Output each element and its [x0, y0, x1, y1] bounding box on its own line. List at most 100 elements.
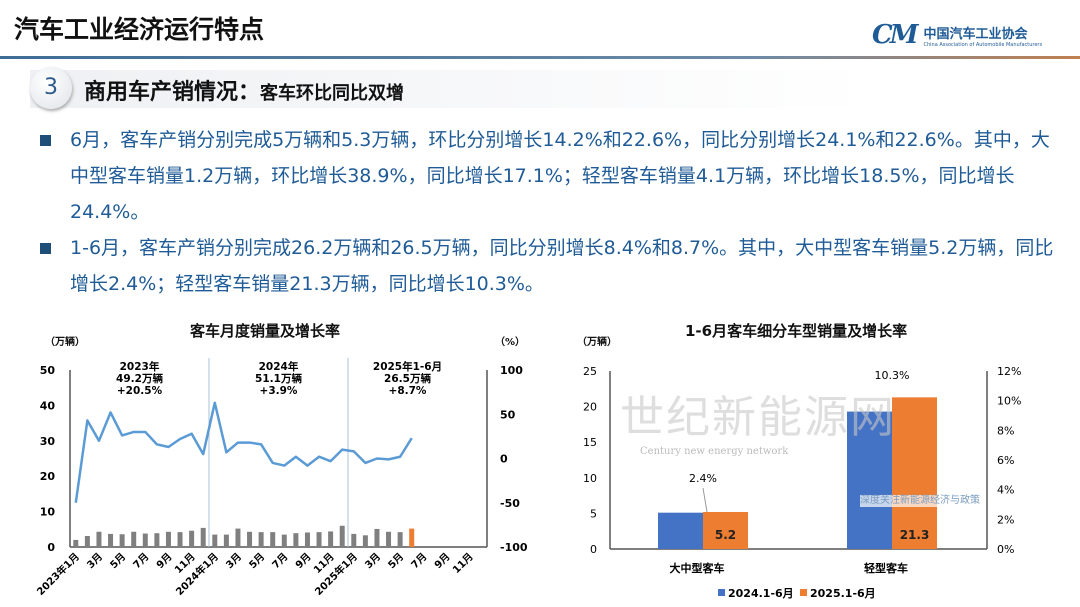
legend-label: 2024.1-6月	[728, 587, 794, 600]
y-tick-left: 10	[583, 472, 597, 485]
year-annotation: 26.5万辆	[384, 372, 431, 385]
y-tick-left: 40	[40, 399, 56, 412]
sales-bar	[328, 531, 334, 547]
section-number: 3	[30, 67, 72, 109]
bullet-item: 1-6月，客车产销分别完成26.2万辆和26.5万辆，同比分别增长8.4%和8.…	[40, 230, 1060, 302]
sales-bar	[119, 534, 125, 547]
caam-logo: CM 中国汽车工业协会 China Association of Automob…	[872, 20, 1042, 50]
y-tick-left: 15	[583, 436, 597, 449]
sales-bar	[235, 528, 241, 547]
year-annotation: 2023年	[120, 360, 160, 373]
sales-bar	[200, 527, 206, 547]
sales-bar	[96, 531, 102, 547]
sales-bar	[154, 533, 160, 547]
category-label: 大中型客车	[670, 561, 725, 575]
growth-label: 2.4%	[689, 472, 717, 485]
sales-bar	[84, 536, 90, 547]
sales-bar	[165, 531, 171, 547]
year-annotation: +20.5%	[117, 385, 163, 397]
logo-en: China Association of Automobile Manufact…	[923, 41, 1043, 48]
year-annotation: +8.7%	[389, 385, 427, 397]
sales-bar	[304, 532, 310, 547]
bullet-list: 6月，客车产销分别完成5万辆和5.3万辆，环比分别增长14.2%和22.6%，同…	[40, 122, 1060, 302]
watermark-tag: 深度关注新能源经济与政策	[860, 495, 980, 507]
y-tick-right: 50	[500, 408, 516, 421]
sales-bar	[374, 528, 380, 547]
y-tick-right: 2%	[997, 513, 1014, 526]
bullet-square-icon	[40, 243, 51, 254]
bullet-item: 6月，客车产销分别完成5万辆和5.3万辆，环比分别增长14.2%和22.6%，同…	[40, 122, 1060, 230]
sales-bar	[177, 532, 183, 547]
header-divider	[0, 56, 1080, 59]
sales-bar	[212, 534, 218, 547]
year-annotation: +3.9%	[260, 385, 298, 397]
y-tick-left: 20	[40, 470, 56, 483]
section-title-main: 商用车产销情况：	[84, 80, 261, 105]
legend-swatch	[800, 589, 807, 596]
sales-bar	[362, 535, 368, 547]
caam-logo-mark: CM	[872, 20, 919, 50]
y-tick-right: 100	[500, 364, 523, 377]
y-tick-right: 0%	[997, 543, 1014, 556]
sales-bar	[386, 531, 392, 547]
y-tick-left: 0	[47, 541, 55, 554]
y-tick-left: 50	[40, 364, 56, 377]
year-annotation: 49.2万辆	[116, 372, 163, 385]
sales-bar	[223, 534, 229, 547]
watermark: 世纪新能源网	[620, 392, 896, 443]
segment-bar	[847, 411, 892, 549]
y-tick-right: 10%	[997, 395, 1021, 408]
bar-value-label: 5.2	[715, 528, 736, 542]
year-annotation: 2024年	[259, 360, 299, 373]
growth-label: 10.3%	[875, 369, 910, 382]
y-tick-right: 8%	[997, 424, 1014, 437]
sales-bar	[270, 532, 276, 547]
sales-bar	[316, 532, 322, 547]
segment-bar	[658, 512, 703, 549]
sales-bar	[108, 533, 114, 547]
y-tick-right: -100	[500, 541, 528, 554]
legend-swatch	[718, 589, 725, 596]
section-subtitle: 客车环比同比双增	[260, 83, 405, 104]
legend-label: 2025.1-6月	[810, 587, 876, 600]
y-tick-left: 20	[583, 401, 597, 414]
leader-line	[702, 487, 708, 513]
bullet-text: 1-6月，客车产销分别完成26.2万辆和26.5万辆，同比分别增长8.4%和8.…	[70, 237, 1054, 295]
y-tick-left: 25	[583, 365, 597, 378]
y-tick-left: 30	[40, 435, 56, 448]
chart1-ylabel-right: （%）	[495, 337, 526, 348]
growth-line	[74, 401, 413, 503]
sales-bar	[189, 530, 195, 547]
chart2-title: 1-6月客车细分车型销量及增长率	[685, 322, 908, 340]
sales-bar	[258, 532, 264, 547]
bar-value-label: 21.3	[900, 528, 930, 542]
sales-bar	[351, 533, 357, 547]
bullet-text: 6月，客车产销分别完成5万辆和5.3万辆，环比分别增长14.2%和22.6%，同…	[70, 129, 1050, 223]
chart1-ylabel-left: （万辆）	[45, 337, 85, 348]
sales-bar	[247, 531, 253, 547]
category-label: 轻型客车	[864, 561, 908, 575]
y-tick-right: 0	[500, 453, 508, 466]
year-annotation: 51.1万辆	[255, 372, 302, 385]
sales-bar	[293, 533, 299, 547]
bullet-square-icon	[40, 135, 51, 146]
sales-bar	[131, 531, 137, 547]
y-tick-left: 5	[590, 507, 597, 520]
y-tick-right: 12%	[997, 365, 1021, 378]
watermark-en: Century new energy network	[640, 446, 789, 457]
sales-bar	[397, 532, 403, 547]
section-title: 商用车产销情况：客车环比同比双增	[84, 74, 404, 106]
y-tick-left: 0	[590, 543, 597, 556]
y-tick-right: 6%	[997, 454, 1014, 467]
sales-bar	[142, 533, 148, 547]
sales-bar	[339, 525, 345, 547]
section-bar	[30, 70, 1080, 108]
chart2-ylabel-left: （万辆）	[577, 337, 617, 348]
sales-bar	[281, 534, 287, 547]
sales-bar	[409, 528, 415, 547]
logo-cn: 中国汽车工业协会	[923, 26, 1028, 42]
monthly-sales-chart: 0 10 20 30 40 50 -100 -50 0 50 100 2023年49.2万辆+20.5…	[34, 358, 528, 598]
y-tick-left: 10	[40, 506, 56, 519]
y-tick-right: -50	[500, 497, 520, 510]
